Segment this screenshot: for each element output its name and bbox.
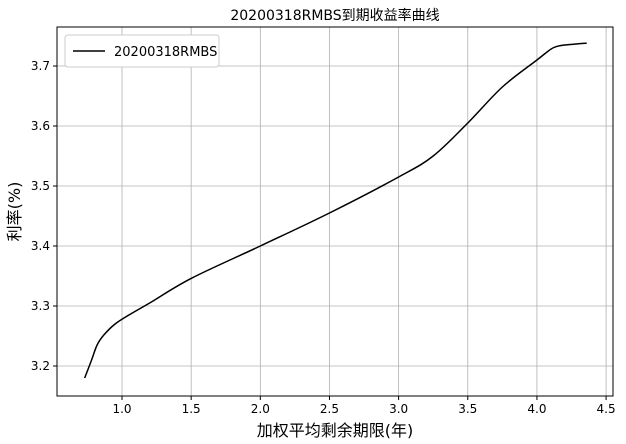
legend-box	[64, 34, 220, 68]
y-tick-label: 3.7	[31, 59, 50, 73]
x-axis-label: 加权平均剩余期限(年)	[257, 421, 414, 440]
x-tick-label: 3.5	[458, 402, 477, 416]
y-axis-label: 利率(%)	[5, 182, 24, 242]
y-tick-label: 3.3	[31, 299, 50, 313]
y-tick-label: 3.6	[31, 119, 50, 133]
grid	[57, 27, 613, 396]
x-tick-label: 1.0	[112, 402, 131, 416]
x-tick-label: 2.0	[251, 402, 270, 416]
legend-label: 20200318RMBS	[114, 45, 217, 60]
legend: 20200318RMBS	[64, 34, 220, 68]
x-tick-label: 4.5	[597, 402, 616, 416]
x-tick-label: 4.0	[527, 402, 546, 416]
y-tick-label: 3.5	[31, 179, 50, 193]
plot-frame	[56, 26, 614, 397]
y-tick-label: 3.4	[31, 239, 50, 253]
ticks: 1.0 1.5 2.0 2.5 3.0 3.5 4.0 4.5 3.2 3.3 3.4 3.5 3.6 3…	[31, 59, 616, 416]
x-tick-label: 2.5	[320, 402, 339, 416]
x-tick-label: 1.5	[182, 402, 201, 416]
series-line	[83, 42, 587, 379]
series-layer	[83, 42, 587, 379]
x-tick-label: 3.0	[389, 402, 408, 416]
y-tick-label: 3.2	[31, 359, 50, 373]
chart-title: 20200318RMBS到期收益率曲线	[230, 7, 439, 24]
